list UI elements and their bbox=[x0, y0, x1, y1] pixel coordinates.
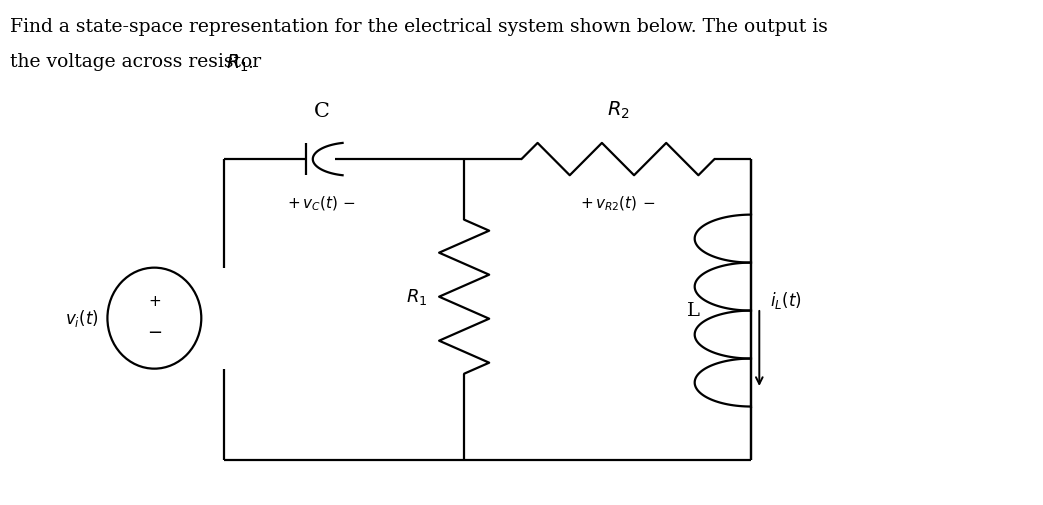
Text: +: + bbox=[148, 294, 161, 310]
Text: −: − bbox=[147, 324, 162, 342]
Text: $\mathit{R}_{\mathit{1}}$.: $\mathit{R}_{\mathit{1}}$. bbox=[226, 53, 254, 74]
Text: $R_1$: $R_1$ bbox=[406, 287, 428, 307]
Text: the voltage across resistor: the voltage across resistor bbox=[10, 53, 268, 71]
Text: C: C bbox=[314, 102, 331, 121]
Text: L: L bbox=[687, 301, 700, 320]
Text: $+\,v_{R2}(t)\,-$: $+\,v_{R2}(t)\,-$ bbox=[580, 194, 656, 213]
Text: $R_2$: $R_2$ bbox=[607, 100, 629, 121]
Text: $i_L(t)$: $i_L(t)$ bbox=[770, 290, 801, 311]
Text: Find a state-space representation for the electrical system shown below. The out: Find a state-space representation for th… bbox=[10, 18, 828, 36]
Text: $v_i(t)$: $v_i(t)$ bbox=[65, 308, 98, 329]
Text: $+\,v_C(t)\,-$: $+\,v_C(t)\,-$ bbox=[287, 194, 356, 213]
